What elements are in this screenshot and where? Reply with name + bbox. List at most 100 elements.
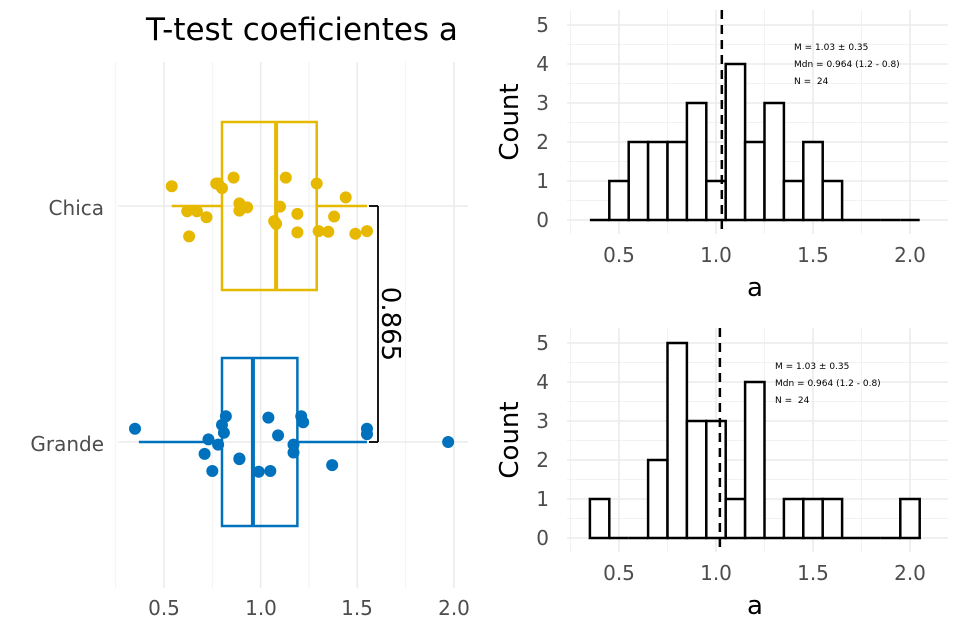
x-tick-label: 1.0 xyxy=(245,596,277,620)
y-tick-label: 2 xyxy=(536,130,549,154)
y-tick-label: 5 xyxy=(536,13,549,37)
y-tick-label: 1 xyxy=(536,169,549,193)
data-point xyxy=(233,453,246,466)
histogram-top-x-label: a xyxy=(747,273,763,303)
y-tick-label: 4 xyxy=(536,370,549,394)
boxplot-gridlines xyxy=(115,62,468,588)
data-point xyxy=(129,422,142,435)
data-point xyxy=(270,217,283,230)
x-tick-label: 2.0 xyxy=(894,561,926,585)
x-tick-label: 0.5 xyxy=(603,243,635,267)
histogram-top-panel: M = 1.03 ± 0.35 Mdn = 0.964 (1.2 - 0.8) … xyxy=(495,10,948,303)
x-tick-label: 1.5 xyxy=(797,243,829,267)
histogram-bar xyxy=(685,419,708,540)
category-label-grande: Grande xyxy=(30,432,104,456)
histogram-bottom-y-label: Count xyxy=(495,401,525,478)
histogram-bar xyxy=(646,458,669,540)
y-tick-label: 3 xyxy=(536,91,549,115)
data-point xyxy=(442,436,455,448)
data-point xyxy=(279,171,292,184)
histogram-top-y-label: Count xyxy=(495,83,525,160)
histogram-bar xyxy=(821,179,844,222)
histogram-top-stat-n: N = 24 xyxy=(794,77,829,87)
histogram-bar xyxy=(821,497,844,540)
data-point xyxy=(200,211,213,224)
y-tick-label: 0 xyxy=(536,526,549,550)
histogram-bar xyxy=(802,140,824,222)
y-tick-label: 1 xyxy=(536,487,549,511)
data-point xyxy=(252,465,265,478)
boxplot-points xyxy=(129,171,455,478)
histogram-bar xyxy=(705,179,727,222)
histogram-bottom-stat-median: Mdn = 0.964 (1.2 - 0.8) xyxy=(775,379,881,389)
histogram-bar xyxy=(724,497,747,540)
histogram-bar xyxy=(666,341,689,540)
histogram-bottom-panel: M = 1.03 ± 0.35 Mdn = 0.964 (1.2 - 0.8) … xyxy=(495,328,948,621)
data-point xyxy=(183,230,196,243)
data-point xyxy=(165,180,178,193)
histogram-bottom-bars xyxy=(588,341,921,540)
y-tick-label: 3 xyxy=(536,409,549,433)
data-point xyxy=(310,177,323,190)
x-tick-label: 1.0 xyxy=(700,243,732,267)
histogram-top-bars xyxy=(589,62,920,222)
histogram-bar xyxy=(608,179,630,222)
data-point xyxy=(219,410,232,423)
data-point xyxy=(264,465,277,478)
category-label-chica: Chica xyxy=(49,196,104,220)
data-point xyxy=(360,428,373,441)
histogram-top-stat-mean: M = 1.03 ± 0.35 xyxy=(794,43,868,53)
histogram-bar xyxy=(802,497,824,540)
data-point xyxy=(202,433,215,446)
histogram-bar xyxy=(666,140,689,222)
histogram-bar xyxy=(685,101,708,222)
histogram-bar xyxy=(705,419,727,540)
histogram-bar xyxy=(627,140,650,222)
data-point xyxy=(360,225,373,238)
histogram-bar xyxy=(743,140,766,222)
significance-bracket: 0.865 xyxy=(369,205,405,443)
boxplot-panel: T-test coeficientes a 0.865 Chica Grande… xyxy=(30,12,470,620)
histogram-bar xyxy=(899,497,921,540)
data-point xyxy=(328,210,341,223)
data-point xyxy=(291,226,304,239)
x-tick-label: 1.5 xyxy=(341,596,373,620)
histogram-bar xyxy=(588,497,611,540)
iqr-box xyxy=(220,120,318,292)
data-point xyxy=(322,225,335,238)
y-tick-label: 5 xyxy=(536,331,549,355)
x-tick-label: 1.0 xyxy=(700,561,732,585)
y-tick-label: 4 xyxy=(536,52,549,76)
data-point xyxy=(227,171,240,184)
histogram-top-y-ticks: 0 1 2 3 4 5 xyxy=(536,13,549,232)
histogram-bottom-stat-mean: M = 1.03 ± 0.35 xyxy=(775,362,849,372)
histogram-bar xyxy=(724,62,747,222)
y-tick-label: 2 xyxy=(536,448,549,472)
histogram-bar xyxy=(782,179,805,222)
data-point xyxy=(339,191,352,204)
data-point xyxy=(273,200,286,213)
x-tick-label: 2.0 xyxy=(894,243,926,267)
histogram-bottom-x-label: a xyxy=(747,591,763,621)
data-point xyxy=(272,429,285,442)
data-point xyxy=(326,459,339,472)
data-point xyxy=(217,426,230,439)
p-value-label: 0.865 xyxy=(375,287,405,361)
histogram-bar xyxy=(646,140,669,222)
boxplot-title: T-test coeficientes a xyxy=(145,12,458,48)
data-point xyxy=(241,201,254,214)
histogram-bar xyxy=(782,497,805,540)
x-tick-label: 0.5 xyxy=(603,561,635,585)
data-point xyxy=(297,416,310,429)
data-point xyxy=(312,225,325,238)
data-point xyxy=(198,447,211,460)
x-tick-label: 0.5 xyxy=(148,596,180,620)
data-point xyxy=(349,227,362,240)
histogram-bar xyxy=(763,101,786,222)
data-point xyxy=(215,182,228,195)
data-point xyxy=(291,207,304,220)
histogram-bottom-stat-n: N = 24 xyxy=(775,396,810,406)
y-tick-label: 0 xyxy=(536,208,549,232)
data-point xyxy=(181,205,194,218)
